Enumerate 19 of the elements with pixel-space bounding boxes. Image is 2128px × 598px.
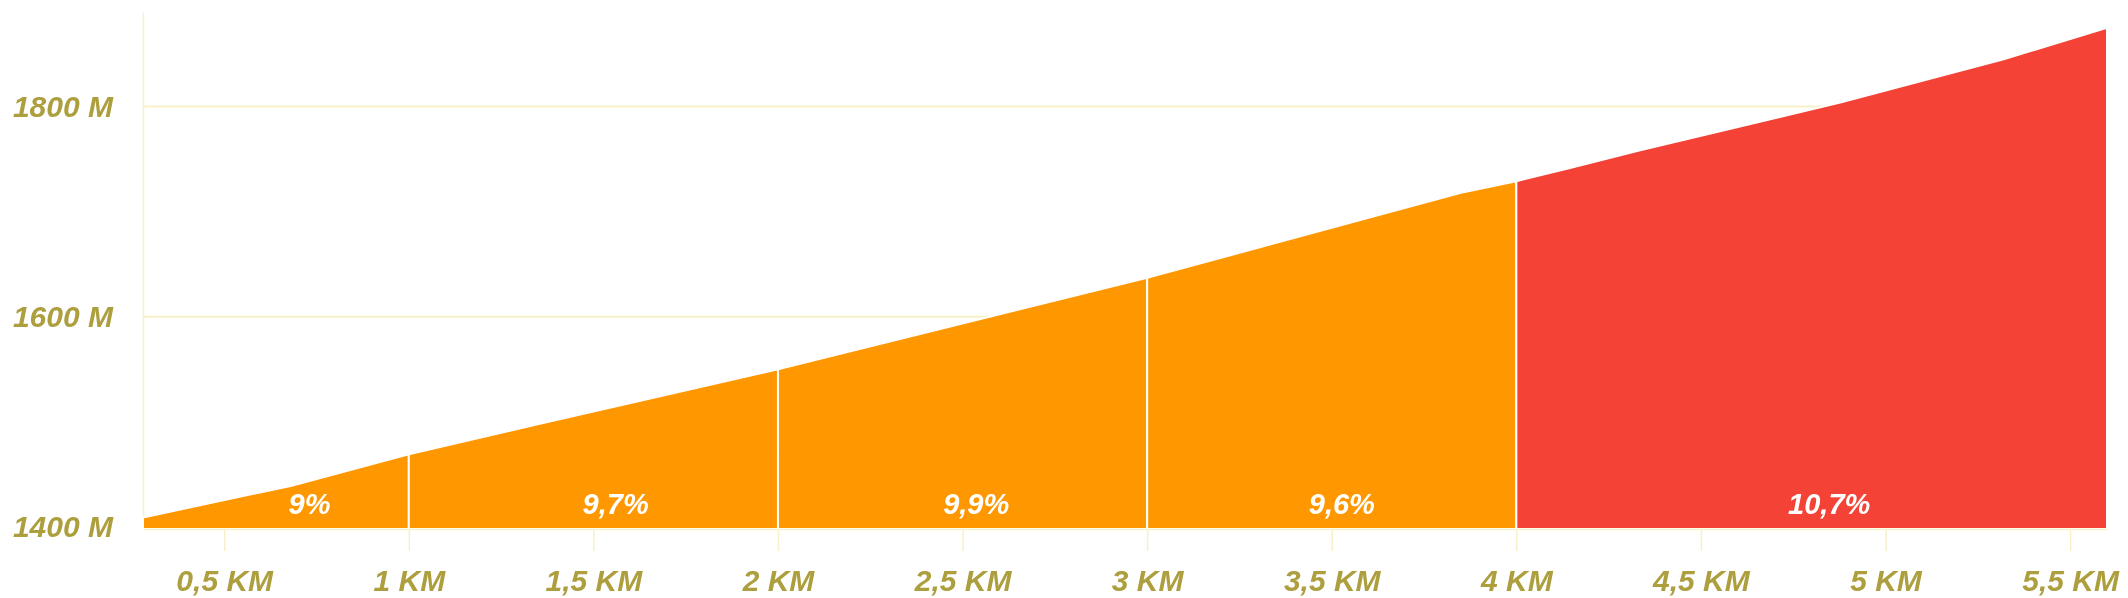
x-tick-label: 4,5 KM [1652,564,1751,598]
y-tick-label: 1400 M [12,510,114,543]
x-tick-label: 5,5 KM [2022,564,2120,598]
x-tick-label: 0,5 KM [176,564,275,598]
y-tick-label: 1800 M [12,89,114,123]
x-tick-label: 2,5 KM [913,564,1013,598]
y-tick-label: 1600 M [12,299,114,333]
series-label: 9,7% [582,488,649,520]
series-label: 9,9% [943,488,1010,520]
series-label: 9,6% [1308,488,1375,520]
series-label: 9% [288,488,331,520]
series-label: 10,7% [1788,488,1871,520]
x-tick-label: 5 KM [1850,564,1923,598]
x-tick-label: 3,5 KM [1283,564,1382,598]
x-tick-label: 3 KM [1111,564,1185,598]
x-tick-label: 2 KM [741,564,816,598]
x-tick-label: 1 KM [373,564,447,598]
x-tick-label: 4 KM [1479,564,1554,598]
x-tick-label: 1,5 KM [545,564,644,598]
